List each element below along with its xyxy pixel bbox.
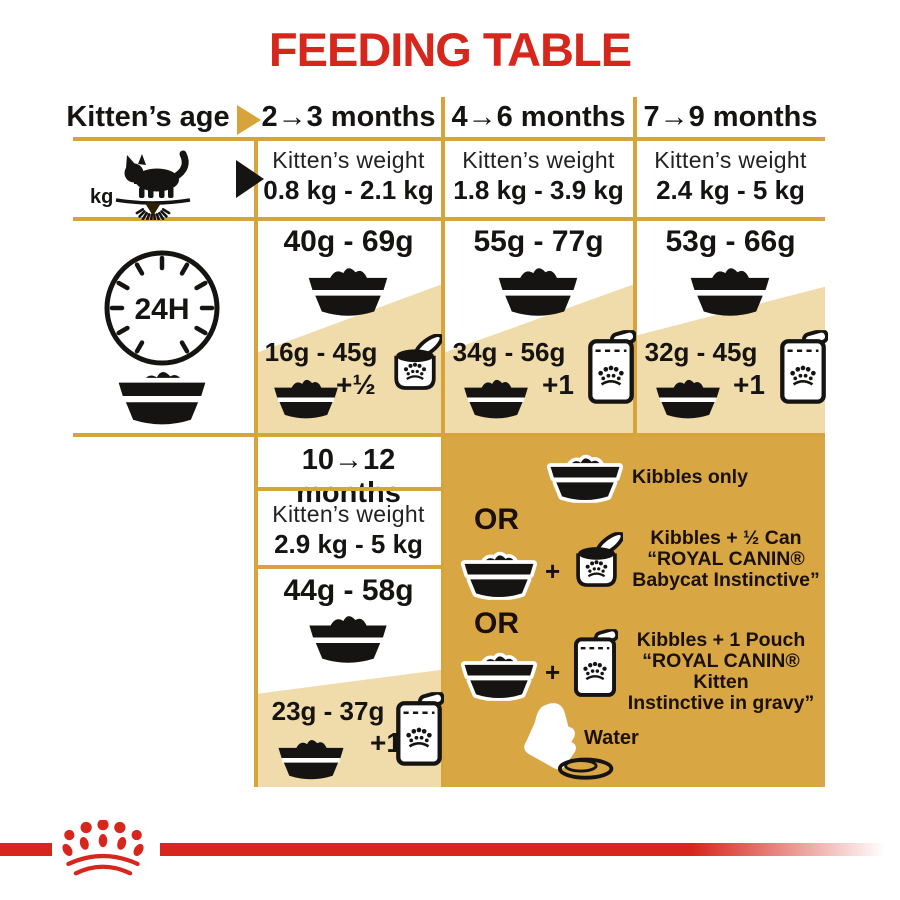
weight-value-col2: 1.8 kg - 3.9 kg	[453, 175, 624, 205]
mix-amount-col2: 34g - 56g	[452, 337, 566, 367]
plus-sign: +	[545, 556, 561, 586]
brand-band-right	[160, 843, 900, 856]
24h-clock-bowl-icon: 24H	[104, 250, 220, 428]
mix-amount-col3: 32g - 45g	[644, 337, 758, 367]
column-header-7-9-months: 7→9 months	[643, 101, 818, 133]
divider	[441, 97, 445, 787]
column-header-10-12-months: 10→12 months	[296, 444, 401, 509]
legend-panel	[444, 437, 825, 787]
food-bowl-icon	[498, 268, 578, 316]
weight-label-10-12: Kitten’s weight	[272, 501, 425, 527]
kg-label: kg	[90, 186, 113, 208]
food-bowl-icon	[458, 549, 540, 600]
kitten-on-scale-icon: kg	[90, 150, 191, 220]
wet-food-pouch-icon	[394, 690, 444, 770]
wet-food-pouch-icon	[586, 330, 636, 406]
wet-food-pouch-icon	[778, 330, 828, 406]
weight-label-col2: Kitten’s weight	[462, 147, 615, 173]
weight-value-10-12: 2.9 kg - 5 kg	[274, 529, 423, 559]
royal-canin-crown-logo	[62, 820, 144, 876]
food-bowl-icon	[274, 379, 338, 419]
legend-kibbles-only: Kibbles only	[632, 466, 748, 488]
plus-one-pouch-col2: +1	[542, 369, 574, 400]
wet-food-can-icon	[394, 334, 442, 390]
24h-label: 24H	[134, 293, 189, 326]
legend-pouch-option: Kibbles + 1 Pouch “ROYAL CANIN® Kitten I…	[618, 630, 824, 714]
mix-amount-10-12: 23g - 37g	[271, 696, 385, 726]
legend-or-1: OR	[474, 503, 519, 536]
food-bowl-icon	[464, 379, 528, 419]
wet-food-can-icon	[576, 532, 623, 587]
legend-pouch-line2: “ROYAL CANIN® Kitten	[642, 650, 800, 693]
food-bowl-icon	[309, 616, 387, 663]
divider	[254, 487, 444, 491]
legend-can-line1: Kibbles + ½ Can	[650, 527, 802, 549]
plus-sign: +	[545, 657, 561, 687]
arrow-right-black-icon	[236, 160, 264, 198]
column-header-4-6-months: 4→6 months	[451, 101, 626, 133]
mix-amount-col1: 16g - 45g	[264, 337, 378, 367]
food-bowl-icon	[656, 379, 720, 419]
legend-can-line2: “ROYAL CANIN®	[647, 548, 805, 570]
legend-water: Water	[584, 727, 639, 749]
divider	[633, 97, 637, 437]
weight-value-col3: 2.4 kg - 5 kg	[656, 175, 805, 205]
arrow-right-gold-icon	[237, 105, 261, 135]
divider	[73, 137, 825, 141]
divider	[73, 433, 825, 437]
water-jug-icon	[524, 703, 614, 780]
column-header-2-3-months: 2→3 months	[261, 101, 436, 133]
page-title: FEEDING TABLE	[268, 23, 632, 76]
divider	[254, 565, 444, 569]
kibbles-amount-col2: 55g - 77g	[473, 225, 604, 258]
legend-can-line3: Babycat Instinctive”	[632, 569, 820, 591]
weight-label-col1: Kitten’s weight	[272, 147, 425, 173]
plus-half-can-col1: +½	[336, 369, 376, 400]
food-bowl-icon	[690, 268, 770, 316]
weight-label-col3: Kitten’s weight	[654, 147, 807, 173]
brand-band-left	[0, 843, 52, 856]
weight-value-col1: 0.8 kg - 2.1 kg	[263, 175, 434, 205]
kibbles-amount-10-12: 44g - 58g	[283, 574, 414, 607]
legend-pouch-line3: Instinctive in gravy”	[627, 692, 815, 714]
food-bowl-icon	[458, 650, 540, 701]
wet-food-pouch-icon	[573, 629, 618, 697]
food-bowl-icon	[544, 452, 626, 503]
food-bowl-icon	[278, 739, 344, 780]
kibbles-amount-col1: 40g - 69g	[283, 225, 414, 258]
food-bowl-icon	[308, 268, 388, 316]
divider	[73, 217, 825, 221]
kibbles-amount-col3: 53g - 66g	[665, 225, 796, 258]
legend-can-option: Kibbles + ½ Can “ROYAL CANIN® Babycat In…	[628, 528, 824, 591]
legend-or-2: OR	[474, 607, 519, 640]
plus-one-pouch-col3: +1	[733, 369, 765, 400]
legend-pouch-line1: Kibbles + 1 Pouch	[636, 629, 806, 651]
divider	[254, 137, 258, 787]
age-column-label: Kitten’s age	[66, 101, 230, 133]
